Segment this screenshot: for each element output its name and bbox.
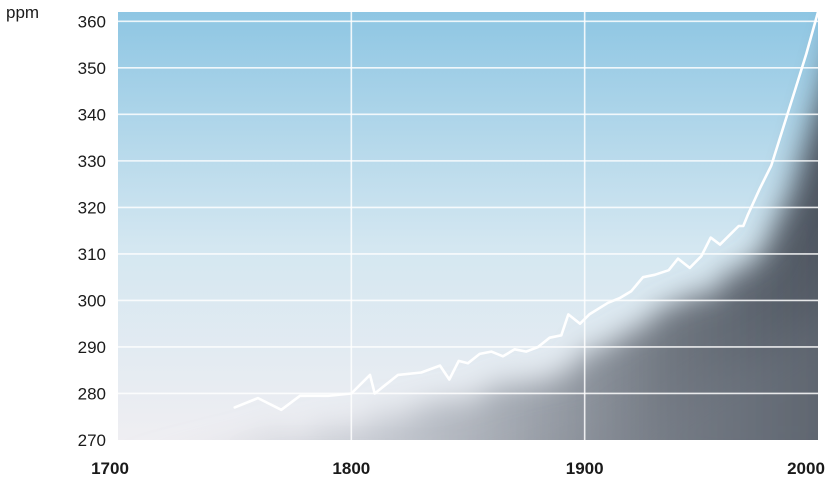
y-tick-270: 270 <box>78 431 106 450</box>
y-tick-310: 310 <box>78 245 106 264</box>
shadow-band <box>240 104 818 440</box>
vertical-gridlines <box>350 12 586 440</box>
y-tick-320: 320 <box>78 198 106 217</box>
y-tick-290: 290 <box>78 338 106 357</box>
y-tick-280: 280 <box>78 384 106 403</box>
plot-area <box>118 12 818 440</box>
shadow-band-soft <box>583 304 818 440</box>
y-tick-340: 340 <box>78 105 106 124</box>
co2-series-line <box>233 12 818 412</box>
x-axis-ticks: 1700 1800 1900 2000 <box>91 459 825 478</box>
x-tick-1700: 1700 <box>91 459 129 478</box>
y-tick-330: 330 <box>78 152 106 171</box>
x-tick-1800: 1800 <box>332 459 370 478</box>
y-axis-label: ppm <box>6 3 39 22</box>
y-tick-300: 300 <box>78 291 106 310</box>
x-tick-1900: 1900 <box>566 459 604 478</box>
horizontal-gridlines <box>118 20 818 395</box>
x-tick-2000: 2000 <box>787 459 825 478</box>
y-axis-ticks: 270 280 290 300 310 320 330 340 350 360 <box>78 12 106 450</box>
y-tick-350: 350 <box>78 59 106 78</box>
y-tick-360: 360 <box>78 12 106 31</box>
